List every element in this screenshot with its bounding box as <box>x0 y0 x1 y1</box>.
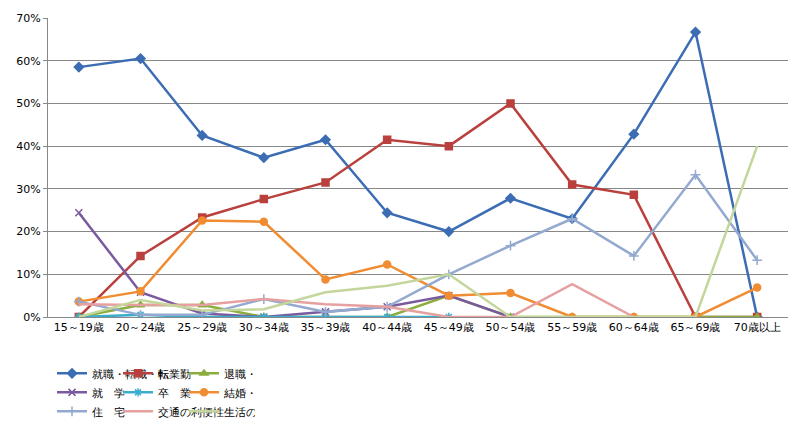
svg-text:50%: 50% <box>16 97 40 110</box>
svg-text:15～19歳: 15～19歳 <box>54 321 104 334</box>
svg-text:退職・廃業: 退職・廃業 <box>224 368 255 381</box>
svg-text:交通の利便性: 交通の利便性 <box>158 406 224 419</box>
svg-text:生活の利便性: 生活の利便性 <box>224 406 255 419</box>
svg-text:40%: 40% <box>16 140 40 153</box>
svg-text:40～44歳: 40～44歳 <box>362 321 412 334</box>
svg-text:60～64歳: 60～64歳 <box>609 321 659 334</box>
svg-text:結婚・離婚・縁組: 結婚・離婚・縁組 <box>223 387 255 400</box>
svg-text:45～49歳: 45～49歳 <box>424 321 474 334</box>
svg-text:35～39歳: 35～39歳 <box>301 321 351 334</box>
svg-text:就 学: 就 学 <box>92 387 125 400</box>
svg-text:住 宅: 住 宅 <box>92 406 125 419</box>
svg-text:70歳以上: 70歳以上 <box>734 321 781 334</box>
svg-text:0%: 0% <box>23 311 40 324</box>
svg-text:転 勤: 転 勤 <box>158 368 191 381</box>
svg-text:60%: 60% <box>16 55 40 68</box>
svg-text:55～59歳: 55～59歳 <box>547 321 597 334</box>
svg-text:50～54歳: 50～54歳 <box>486 321 536 334</box>
svg-text:就職・転職・転業: 就職・転職・転業 <box>92 367 180 381</box>
svg-text:20～24歳: 20～24歳 <box>116 321 166 334</box>
svg-text:30%: 30% <box>16 183 40 196</box>
svg-text:30～34歳: 30～34歳 <box>239 321 289 334</box>
svg-text:25～29歳: 25～29歳 <box>177 321 227 334</box>
svg-text:20%: 20% <box>16 225 40 238</box>
svg-text:10%: 10% <box>16 268 40 281</box>
svg-text:65～69歳: 65～69歳 <box>671 321 721 334</box>
svg-text:卒 業: 卒 業 <box>158 387 191 400</box>
svg-text:70%: 70% <box>16 12 40 25</box>
